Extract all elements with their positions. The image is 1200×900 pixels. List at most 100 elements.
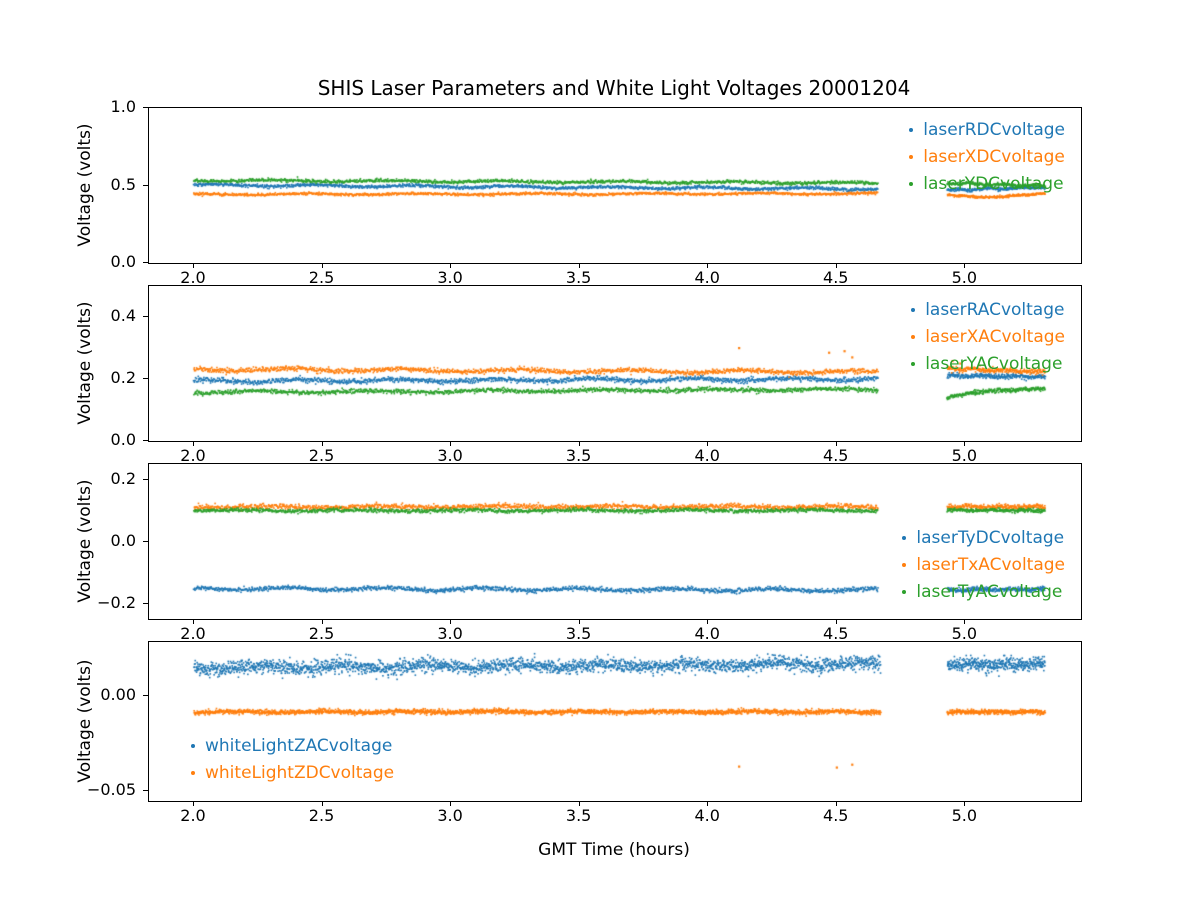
subplot-2-legend-label: laserYACvoltage — [925, 353, 1063, 374]
subplot-4-legend: whiteLightZACvoltage whiteLightZDCvoltage — [187, 732, 394, 786]
subplot-3-axes: laserTyDCvoltage laserTxACvoltage laserTyA… — [148, 463, 1082, 620]
subplot-2-legend: laserRACvoltage laserXACvoltage laserYACvo… — [907, 296, 1065, 377]
legend-marker-dot-icon — [902, 535, 907, 540]
subplot-3-xtick-label: 5.0 — [951, 624, 978, 643]
subplot-4-legend-label: whiteLightZDCvoltage — [205, 762, 395, 783]
subplot-2-ytick-mark — [143, 378, 148, 379]
subplot-4-legend-entry: whiteLightZDCvoltage — [187, 759, 394, 786]
subplot-4-xtick-mark — [192, 801, 194, 806]
subplot-1-xtick-mark — [192, 263, 194, 268]
subplot-4-xtick-label: 4.0 — [694, 806, 720, 825]
subplot-1-legend-label: laserYDCvoltage — [923, 173, 1064, 194]
subplot-2-ytick-mark — [143, 316, 148, 317]
subplot-2-xtick-label: 3.5 — [565, 446, 592, 465]
subplot-1-xtick-label: 2.0 — [180, 268, 206, 287]
subplot-3-ytick-label: 0.0 — [110, 530, 136, 550]
subplot-1-ytick-mark — [143, 184, 148, 186]
subplot-4-xtick-mark — [578, 801, 580, 806]
subplot-2-legend-entry: laserRACvoltage — [907, 296, 1065, 323]
subplot-2-xtick-label: 4.5 — [823, 446, 849, 465]
subplot-3-xtick-label: 3.5 — [565, 624, 592, 643]
chart-title: SHIS Laser Parameters and White Light Vo… — [317, 76, 911, 100]
subplot-1-xtick-mark — [321, 263, 323, 268]
subplot-3-legend-label: laserTyDCvoltage — [916, 527, 1065, 548]
subplot-4-xtick-label: 2.5 — [308, 806, 335, 825]
subplot-4-xtick-mark — [964, 801, 966, 806]
subplot-1-legend-entry: laserYDCvoltage — [905, 170, 1065, 197]
subplot-2-xtick-mark — [578, 441, 580, 446]
subplot-4-xtick-mark — [835, 801, 837, 806]
subplot-2-ytick-label: 0.4 — [110, 306, 136, 325]
subplot-2-legend-entry: laserYACvoltage — [907, 350, 1065, 377]
subplot-1-xtick-mark — [450, 263, 452, 268]
subplot-2-axes: laserRACvoltage laserXACvoltage laserYACvo… — [148, 285, 1082, 442]
legend-marker-dot-icon — [909, 181, 914, 186]
legend-marker-dot-icon — [911, 334, 916, 339]
subplot-3-xtick-label: 4.0 — [694, 624, 720, 643]
subplot-1-xtick-mark — [707, 263, 709, 268]
subplot-3-legend: laserTyDCvoltage laserTxACvoltage laserTyA… — [898, 524, 1065, 605]
subplot-2-xtick-mark — [450, 441, 452, 446]
subplot-3-legend-label: laserTyACvoltage — [916, 581, 1063, 602]
subplot-3-xtick-label: 2.5 — [308, 624, 335, 643]
subplot-2-ytick-mark — [143, 440, 148, 441]
subplot-3-ytick-label: −0.2 — [97, 592, 136, 612]
subplot-4-ytick-label: 0.00 — [100, 684, 136, 704]
subplot-4-xtick-mark — [450, 801, 452, 806]
subplot-1-axes: laserRDCvoltage laserXDCvoltage laserYDCvo… — [148, 107, 1082, 264]
subplot-4-xtick-label: 4.5 — [823, 806, 849, 825]
subplot-1-xtick-label: 5.0 — [951, 268, 978, 287]
subplot-1-legend: laserRDCvoltage laserXDCvoltage laserYDCvo… — [905, 116, 1065, 197]
subplot-1-legend-label: laserXDCvoltage — [923, 146, 1065, 167]
subplot-2-xtick-label: 4.0 — [694, 446, 720, 465]
subplot-2-legend-entry: laserXACvoltage — [907, 323, 1065, 350]
subplot-3-xtick-mark — [964, 619, 966, 624]
subplot-4-xtick-label: 3.0 — [437, 806, 463, 825]
subplot-2-xtick-mark — [192, 441, 194, 446]
subplot-2-xtick-label: 5.0 — [951, 446, 978, 465]
subplot-2-plot-canvas — [149, 286, 1081, 441]
legend-marker-dot-icon — [191, 770, 195, 775]
subplot-3-plot-canvas — [149, 464, 1081, 619]
subplot-4-ytick-mark — [143, 790, 148, 792]
subplot-4-xtick-label: 2.0 — [180, 806, 206, 825]
subplot-1-legend-entry: laserRDCvoltage — [905, 116, 1065, 143]
legend-marker-dot-icon — [909, 127, 914, 132]
subplot-4-xtick-label: 3.5 — [565, 806, 592, 825]
legend-marker-dot-icon — [911, 307, 916, 312]
subplot-1-xtick-label: 2.5 — [308, 268, 335, 287]
subplot-4-axes: whiteLightZACvoltage whiteLightZDCvoltage — [148, 641, 1082, 802]
subplot-1-legend-entry: laserXDCvoltage — [905, 143, 1065, 170]
legend-marker-dot-icon — [909, 154, 914, 159]
subplot-1-xtick-label: 3.5 — [565, 268, 592, 287]
subplot-1-ytick-mark — [143, 107, 148, 108]
subplot-2-xtick-mark — [321, 441, 323, 446]
subplot-1-xtick-mark — [835, 263, 837, 268]
subplot-1-plot-canvas — [149, 108, 1081, 263]
subplot-1-ytick-mark — [143, 262, 148, 263]
subplot-3-legend-label: laserTxACvoltage — [916, 554, 1065, 575]
subplot-4-plot-canvas — [149, 642, 1081, 801]
x-axis-label: GMT Time (hours) — [538, 840, 690, 860]
subplot-2-xtick-label: 3.0 — [437, 446, 463, 465]
subplot-3-xtick-mark — [707, 619, 709, 624]
subplot-3-ytick-mark — [143, 478, 148, 480]
subplot-1-ytick-label: 0.0 — [110, 252, 136, 271]
subplot-2-xtick-label: 2.0 — [180, 446, 206, 465]
subplot-1-xtick-label: 4.0 — [694, 268, 720, 287]
subplot-3-legend-entry: laserTyACvoltage — [898, 578, 1065, 605]
subplot-3-xtick-mark — [450, 619, 452, 624]
subplot-2-ytick-label: 0.0 — [110, 430, 136, 449]
subplot-3-ytick-mark — [143, 540, 148, 542]
subplot-3-xtick-label: 3.0 — [437, 624, 463, 643]
subplot-2-ytick-label: 0.2 — [110, 368, 136, 387]
subplot-3-xtick-label: 4.5 — [823, 624, 849, 643]
subplot-4-legend-label: whiteLightZACvoltage — [205, 735, 393, 756]
subplot-3-legend-entry: laserTyDCvoltage — [898, 524, 1065, 551]
subplot-3-xtick-mark — [192, 619, 194, 624]
subplot-4-legend-entry: whiteLightZACvoltage — [187, 732, 394, 759]
subplot-3-xtick-label: 2.0 — [180, 624, 206, 643]
subplot-3-xtick-mark — [578, 619, 580, 624]
subplot-3-ytick-label: 0.2 — [110, 468, 136, 488]
